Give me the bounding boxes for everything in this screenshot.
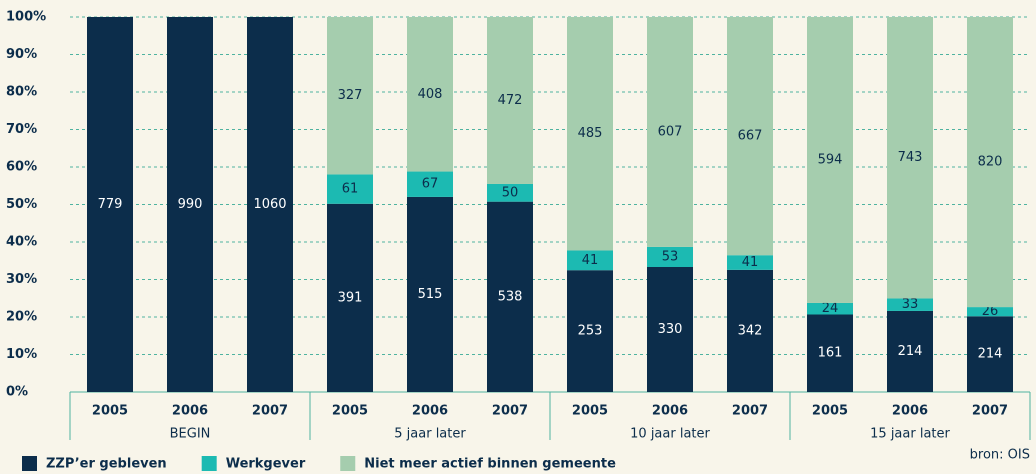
bar-segment (967, 17, 1013, 308)
bar-segment (87, 17, 133, 392)
bar-segment (727, 255, 773, 270)
data-label: 26 (982, 304, 999, 319)
data-label: 24 (822, 301, 839, 316)
bar-segment (647, 246, 693, 267)
bar-segment (567, 250, 613, 271)
data-label: 743 (898, 150, 923, 165)
data-label: 667 (738, 129, 763, 144)
y-tick-label: 10% (6, 347, 37, 362)
bar-segment (807, 302, 853, 315)
bar-segment (727, 269, 773, 392)
data-label: 391 (338, 290, 363, 305)
group-label: 15 jaar later (870, 427, 950, 442)
bar-segment (647, 17, 693, 247)
x-tick-label: 2007 (972, 404, 1008, 419)
bar-segment (887, 298, 933, 311)
data-label: 408 (418, 87, 443, 102)
legend-label: ZZP’er gebleven (46, 457, 167, 472)
bar-segment (487, 183, 533, 202)
bar-segment (407, 171, 453, 197)
y-tick-label: 90% (6, 47, 37, 62)
data-label: 253 (578, 324, 603, 339)
data-label: 607 (658, 124, 683, 139)
x-tick-label: 2005 (332, 404, 368, 419)
y-tick-label: 60% (6, 160, 37, 175)
y-tick-label: 80% (6, 85, 37, 100)
data-label: 41 (582, 253, 599, 268)
legend-swatch (22, 456, 37, 471)
data-label: 990 (178, 197, 203, 212)
data-label: 53 (662, 249, 679, 264)
bar-segment (807, 314, 853, 392)
bar-segment (327, 203, 373, 392)
legend-swatch (340, 456, 356, 471)
x-tick-label: 2005 (572, 404, 608, 419)
x-tick-label: 2006 (172, 404, 208, 419)
bar-segment (247, 17, 293, 392)
data-label: 515 (418, 287, 443, 302)
bar-segment (407, 196, 453, 392)
bar-segment (887, 17, 933, 299)
bar-segment (567, 270, 613, 392)
legend-label: Werkgever (226, 457, 306, 472)
x-tick-label: 2007 (732, 404, 768, 419)
bar-segment (167, 17, 213, 392)
bar-segment (807, 17, 853, 303)
x-tick-label: 2007 (492, 404, 528, 419)
legend-swatch (201, 456, 217, 471)
data-label: 50 (502, 185, 519, 200)
y-tick-label: 70% (6, 122, 37, 137)
data-label: 61 (342, 182, 359, 197)
bar-segment (727, 17, 773, 256)
data-label: 161 (818, 346, 843, 361)
group-label: 10 jaar later (630, 427, 710, 442)
bar-segment (487, 201, 533, 392)
x-tick-label: 2005 (812, 404, 848, 419)
data-label: 330 (658, 322, 683, 337)
data-label: 538 (498, 289, 523, 304)
data-label: 342 (738, 323, 763, 338)
data-label: 472 (498, 93, 523, 108)
data-label: 1060 (253, 197, 286, 212)
bar-segment (887, 310, 933, 392)
x-tick-label: 2007 (252, 404, 288, 419)
bar-segment (567, 17, 613, 251)
source: bron: OIS (970, 448, 1030, 463)
data-label: 485 (578, 126, 603, 141)
bar-segment (327, 17, 373, 175)
data-label: 33 (902, 297, 919, 312)
bar-segment (487, 17, 533, 184)
bar-segment (407, 17, 453, 172)
x-tick-label: 2006 (652, 404, 688, 419)
bar-segment (647, 267, 693, 392)
x-tick-label: 2005 (92, 404, 128, 419)
data-label: 41 (742, 255, 759, 270)
data-label: 594 (818, 152, 843, 167)
data-label: 67 (422, 177, 439, 192)
x-tick-label: 2006 (412, 404, 448, 419)
legend-label: Niet meer actief binnen gemeente (364, 457, 616, 472)
y-tick-label: 40% (6, 235, 37, 250)
group-label: BEGIN (170, 427, 211, 442)
data-label: 820 (978, 155, 1003, 170)
y-tick-label: 0% (6, 385, 28, 400)
bar-segment (327, 174, 373, 204)
data-label: 327 (338, 88, 363, 103)
data-label: 214 (898, 344, 923, 359)
y-tick-label: 100% (6, 10, 46, 25)
data-label: 779 (98, 197, 123, 212)
group-label: 5 jaar later (394, 427, 466, 442)
x-tick-label: 2006 (892, 404, 928, 419)
data-label: 214 (978, 347, 1003, 362)
y-tick-label: 50% (6, 197, 37, 212)
y-tick-label: 30% (6, 272, 37, 287)
bar-segment (967, 307, 1013, 317)
y-tick-label: 20% (6, 310, 37, 325)
bar-segment (967, 316, 1013, 392)
